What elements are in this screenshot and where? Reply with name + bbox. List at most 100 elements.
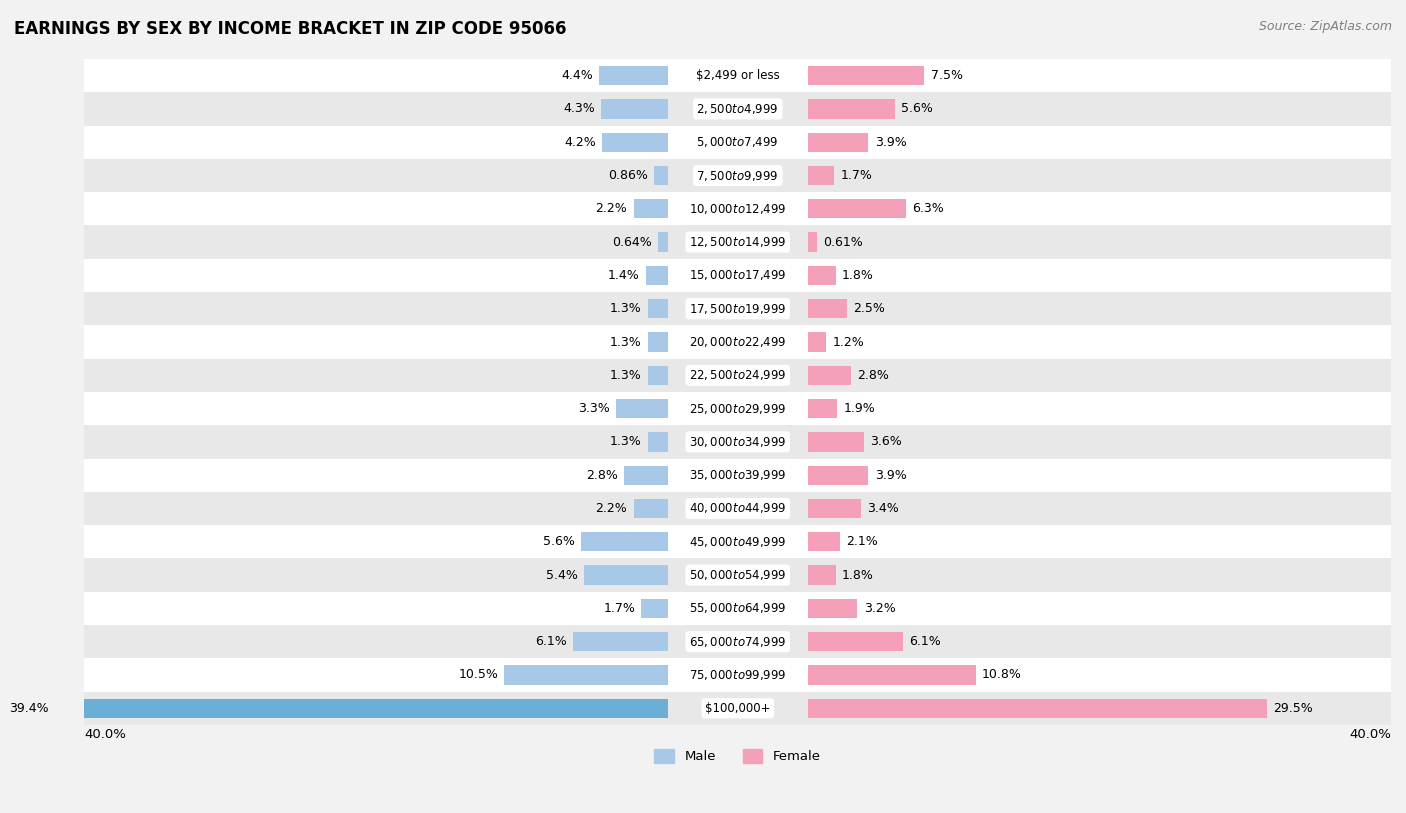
Text: 5.4%: 5.4%: [546, 568, 578, 581]
Bar: [807, 333, 827, 352]
Bar: [807, 466, 869, 485]
Text: $45,000 to $49,999: $45,000 to $49,999: [689, 535, 786, 549]
Text: 2.2%: 2.2%: [596, 502, 627, 515]
Bar: [0, 359, 1406, 392]
Text: 3.4%: 3.4%: [868, 502, 898, 515]
Text: 2.8%: 2.8%: [586, 469, 619, 481]
Bar: [807, 366, 851, 385]
Text: 0.86%: 0.86%: [609, 169, 648, 182]
Text: $65,000 to $74,999: $65,000 to $74,999: [689, 635, 786, 649]
Text: 2.5%: 2.5%: [853, 302, 884, 315]
Bar: [0, 325, 1406, 359]
Bar: [0, 125, 1406, 159]
Bar: [807, 199, 905, 219]
Bar: [55, 698, 668, 718]
Text: 1.7%: 1.7%: [603, 602, 636, 615]
Text: 6.1%: 6.1%: [908, 635, 941, 648]
Text: 0.61%: 0.61%: [824, 236, 863, 249]
Text: $20,000 to $22,499: $20,000 to $22,499: [689, 335, 786, 349]
Bar: [0, 93, 1406, 125]
Text: 1.4%: 1.4%: [607, 269, 640, 282]
Text: 29.5%: 29.5%: [1272, 702, 1313, 715]
Bar: [0, 559, 1406, 592]
Text: 1.3%: 1.3%: [610, 436, 641, 449]
Text: 6.3%: 6.3%: [912, 202, 943, 215]
Text: $17,500 to $19,999: $17,500 to $19,999: [689, 302, 786, 315]
Text: Source: ZipAtlas.com: Source: ZipAtlas.com: [1258, 20, 1392, 33]
Text: $7,500 to $9,999: $7,500 to $9,999: [696, 168, 779, 183]
Text: $40,000 to $44,999: $40,000 to $44,999: [689, 502, 786, 515]
Bar: [807, 133, 869, 152]
Text: $15,000 to $17,499: $15,000 to $17,499: [689, 268, 786, 282]
Bar: [600, 99, 668, 119]
Text: 39.4%: 39.4%: [8, 702, 49, 715]
Bar: [645, 266, 668, 285]
Bar: [807, 266, 835, 285]
Text: 1.9%: 1.9%: [844, 402, 876, 415]
Bar: [807, 632, 903, 651]
Text: $25,000 to $29,999: $25,000 to $29,999: [689, 402, 786, 415]
Bar: [599, 66, 668, 85]
Bar: [807, 433, 863, 451]
Text: 5.6%: 5.6%: [543, 535, 575, 548]
Bar: [616, 399, 668, 418]
Bar: [505, 665, 668, 685]
Bar: [572, 632, 668, 651]
Text: 3.9%: 3.9%: [875, 136, 907, 149]
Bar: [0, 525, 1406, 559]
Text: 2.1%: 2.1%: [846, 535, 879, 548]
Bar: [0, 259, 1406, 292]
Text: 1.8%: 1.8%: [842, 568, 873, 581]
Bar: [648, 433, 668, 451]
Text: 4.2%: 4.2%: [564, 136, 596, 149]
Text: $55,000 to $64,999: $55,000 to $64,999: [689, 602, 786, 615]
Text: 2.2%: 2.2%: [596, 202, 627, 215]
Text: 5.6%: 5.6%: [901, 102, 934, 115]
Bar: [581, 533, 668, 551]
Bar: [807, 299, 846, 319]
Text: $30,000 to $34,999: $30,000 to $34,999: [689, 435, 786, 449]
Bar: [0, 592, 1406, 625]
Bar: [807, 99, 894, 119]
Text: 2.8%: 2.8%: [858, 369, 890, 382]
Text: EARNINGS BY SEX BY INCOME BRACKET IN ZIP CODE 95066: EARNINGS BY SEX BY INCOME BRACKET IN ZIP…: [14, 20, 567, 38]
Bar: [634, 499, 668, 518]
Bar: [0, 392, 1406, 425]
Text: 6.1%: 6.1%: [534, 635, 567, 648]
Text: 10.8%: 10.8%: [981, 668, 1022, 681]
Legend: Male, Female: Male, Female: [650, 744, 827, 769]
Bar: [0, 192, 1406, 225]
Bar: [0, 425, 1406, 459]
Text: 1.8%: 1.8%: [842, 269, 873, 282]
Text: 3.6%: 3.6%: [870, 436, 901, 449]
Bar: [807, 533, 841, 551]
Bar: [648, 333, 668, 352]
Bar: [807, 698, 1267, 718]
Text: 0.64%: 0.64%: [612, 236, 651, 249]
Bar: [807, 499, 860, 518]
Text: $12,500 to $14,999: $12,500 to $14,999: [689, 235, 786, 249]
Bar: [583, 565, 668, 585]
Bar: [0, 459, 1406, 492]
Bar: [648, 366, 668, 385]
Text: $22,500 to $24,999: $22,500 to $24,999: [689, 368, 786, 382]
Text: $10,000 to $12,499: $10,000 to $12,499: [689, 202, 786, 215]
Bar: [641, 598, 668, 618]
Text: 1.2%: 1.2%: [832, 336, 865, 349]
Text: 1.3%: 1.3%: [610, 369, 641, 382]
Bar: [807, 665, 976, 685]
Bar: [807, 66, 924, 85]
Bar: [648, 299, 668, 319]
Bar: [0, 692, 1406, 725]
Bar: [0, 625, 1406, 659]
Bar: [654, 166, 668, 185]
Text: 3.9%: 3.9%: [875, 469, 907, 481]
Text: 4.3%: 4.3%: [562, 102, 595, 115]
Text: $2,499 or less: $2,499 or less: [696, 69, 779, 82]
Bar: [624, 466, 668, 485]
Text: 3.2%: 3.2%: [863, 602, 896, 615]
Bar: [807, 598, 858, 618]
Text: 4.4%: 4.4%: [561, 69, 593, 82]
Text: 7.5%: 7.5%: [931, 69, 963, 82]
Bar: [807, 399, 838, 418]
